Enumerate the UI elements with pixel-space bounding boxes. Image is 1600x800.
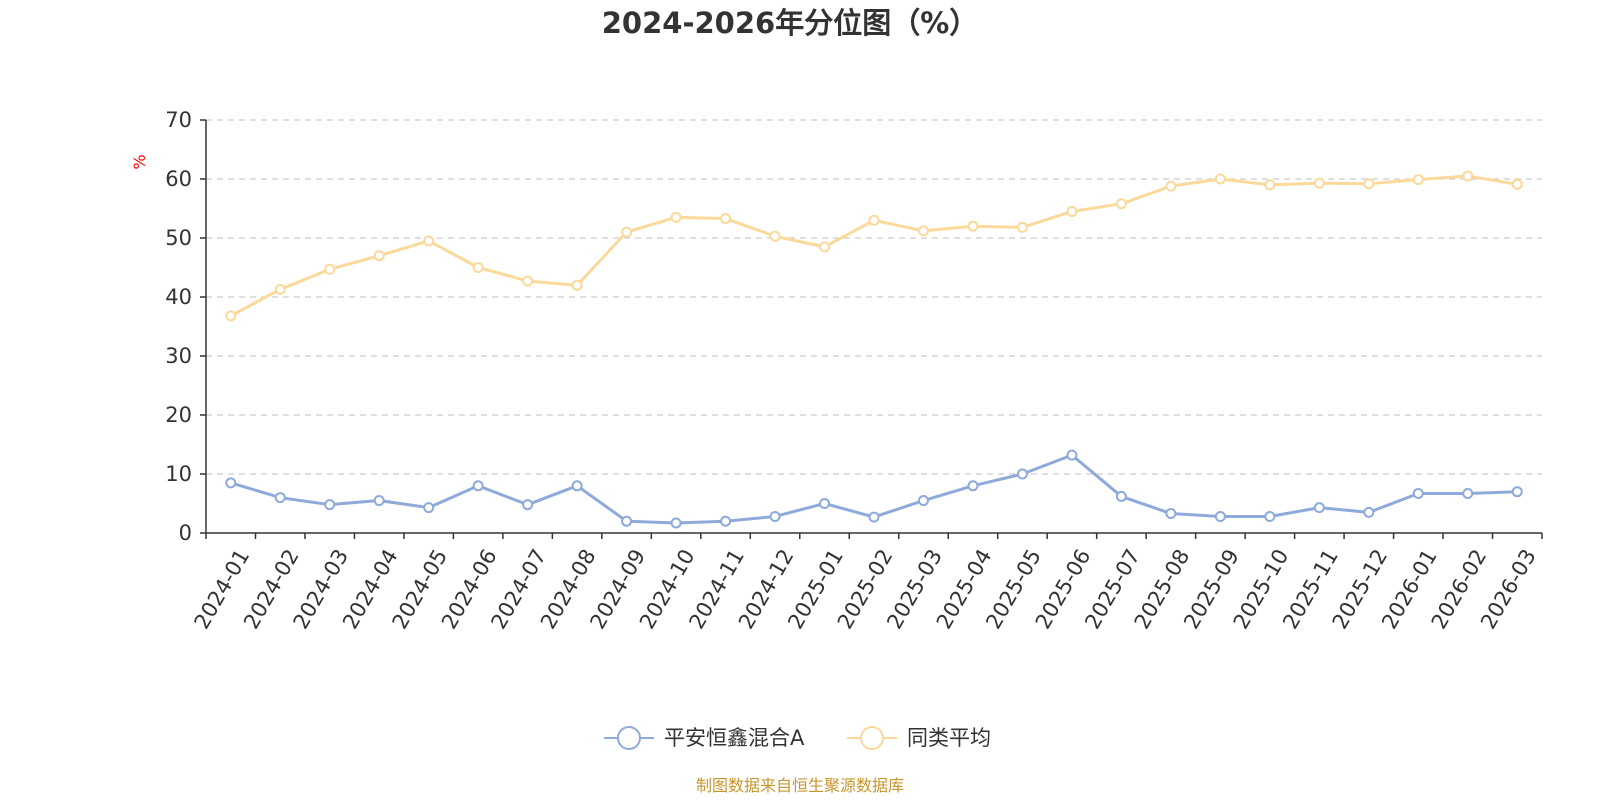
data-point[interactable] bbox=[1066, 449, 1078, 461]
data-point[interactable] bbox=[571, 480, 583, 492]
data-point[interactable] bbox=[1016, 468, 1028, 480]
legend-marker bbox=[617, 726, 641, 750]
data-point[interactable] bbox=[868, 511, 880, 523]
data-point[interactable] bbox=[274, 283, 286, 295]
data-point[interactable] bbox=[769, 230, 781, 242]
data-point[interactable] bbox=[1313, 177, 1325, 189]
series-line bbox=[230, 174, 1518, 318]
data-point[interactable] bbox=[1264, 179, 1276, 191]
data-point[interactable] bbox=[720, 213, 732, 225]
legend-label: 平安恒鑫混合A bbox=[664, 726, 805, 750]
data-point[interactable] bbox=[1165, 180, 1177, 192]
y-tick-label: 20 bbox=[165, 403, 192, 427]
data-point[interactable] bbox=[1511, 486, 1523, 498]
y-axis-label: % bbox=[130, 154, 149, 169]
data-point[interactable] bbox=[522, 499, 534, 511]
data-point[interactable] bbox=[1363, 178, 1375, 190]
data-point[interactable] bbox=[917, 495, 929, 507]
grid-lines bbox=[206, 119, 1542, 475]
data-point[interactable] bbox=[967, 220, 979, 232]
y-tick-label: 60 bbox=[165, 167, 192, 191]
data-point[interactable] bbox=[1462, 487, 1474, 499]
data-point[interactable] bbox=[720, 515, 732, 527]
axes bbox=[205, 120, 1542, 534]
data-point[interactable] bbox=[670, 211, 682, 223]
legend-item[interactable]: 同类平均 bbox=[847, 726, 991, 750]
legend[interactable]: 平安恒鑫混合A 同类平均 bbox=[604, 726, 991, 750]
data-point[interactable] bbox=[1412, 174, 1424, 186]
y-tick-label: 70 bbox=[165, 108, 192, 132]
data-point[interactable] bbox=[423, 235, 435, 247]
data-point[interactable] bbox=[868, 214, 880, 226]
series bbox=[225, 170, 1523, 322]
data-point[interactable] bbox=[621, 226, 633, 238]
data-point[interactable] bbox=[522, 275, 534, 287]
y-tick-label: 0 bbox=[179, 521, 192, 545]
data-point[interactable] bbox=[1165, 508, 1177, 520]
y-axis-ticks: 0 10 20 30 40 50 60 70 bbox=[165, 108, 206, 545]
data-point[interactable] bbox=[819, 498, 831, 509]
data-point[interactable] bbox=[472, 480, 484, 492]
data-point[interactable] bbox=[472, 262, 484, 273]
data-point[interactable] bbox=[1264, 510, 1276, 522]
data-point[interactable] bbox=[1214, 510, 1226, 522]
data-point[interactable] bbox=[1115, 198, 1127, 210]
source-note: 制图数据来自恒生聚源数据库 bbox=[696, 776, 904, 795]
data-point[interactable] bbox=[324, 263, 336, 275]
data-point[interactable] bbox=[917, 225, 929, 237]
legend-item[interactable]: 平安恒鑫混合A bbox=[604, 726, 805, 750]
chart-title: 2024-2026年分位图（%） bbox=[602, 6, 979, 40]
x-axis-ticks: 2024-012024-022024-032024-042024-052024-… bbox=[190, 533, 1543, 633]
series-group bbox=[225, 170, 1523, 529]
data-point[interactable] bbox=[1511, 178, 1523, 190]
data-point[interactable] bbox=[1412, 487, 1424, 499]
y-tick-label: 40 bbox=[165, 285, 192, 309]
data-point[interactable] bbox=[1066, 205, 1078, 217]
y-tick-label: 10 bbox=[165, 462, 192, 486]
data-point[interactable] bbox=[621, 515, 633, 527]
data-point[interactable] bbox=[1016, 221, 1028, 233]
legend-label: 同类平均 bbox=[907, 726, 991, 750]
series bbox=[225, 449, 1523, 529]
data-point[interactable] bbox=[967, 480, 979, 492]
data-point[interactable] bbox=[819, 241, 831, 253]
data-point[interactable] bbox=[1363, 506, 1375, 518]
data-point[interactable] bbox=[373, 250, 385, 262]
y-tick-label: 30 bbox=[165, 344, 192, 368]
data-point[interactable] bbox=[373, 495, 385, 507]
data-point[interactable] bbox=[225, 477, 237, 489]
data-point[interactable] bbox=[1462, 170, 1474, 182]
data-point[interactable] bbox=[274, 492, 286, 504]
data-point[interactable] bbox=[225, 310, 237, 322]
data-point[interactable] bbox=[769, 510, 781, 522]
data-point[interactable] bbox=[1115, 490, 1127, 502]
y-tick-label: 50 bbox=[165, 226, 192, 250]
data-point[interactable] bbox=[1313, 502, 1325, 514]
data-point[interactable] bbox=[571, 279, 583, 291]
data-point[interactable] bbox=[670, 517, 682, 529]
legend-marker bbox=[860, 726, 884, 750]
data-point[interactable] bbox=[423, 502, 435, 514]
data-point[interactable] bbox=[324, 499, 336, 511]
data-point[interactable] bbox=[1214, 173, 1226, 185]
